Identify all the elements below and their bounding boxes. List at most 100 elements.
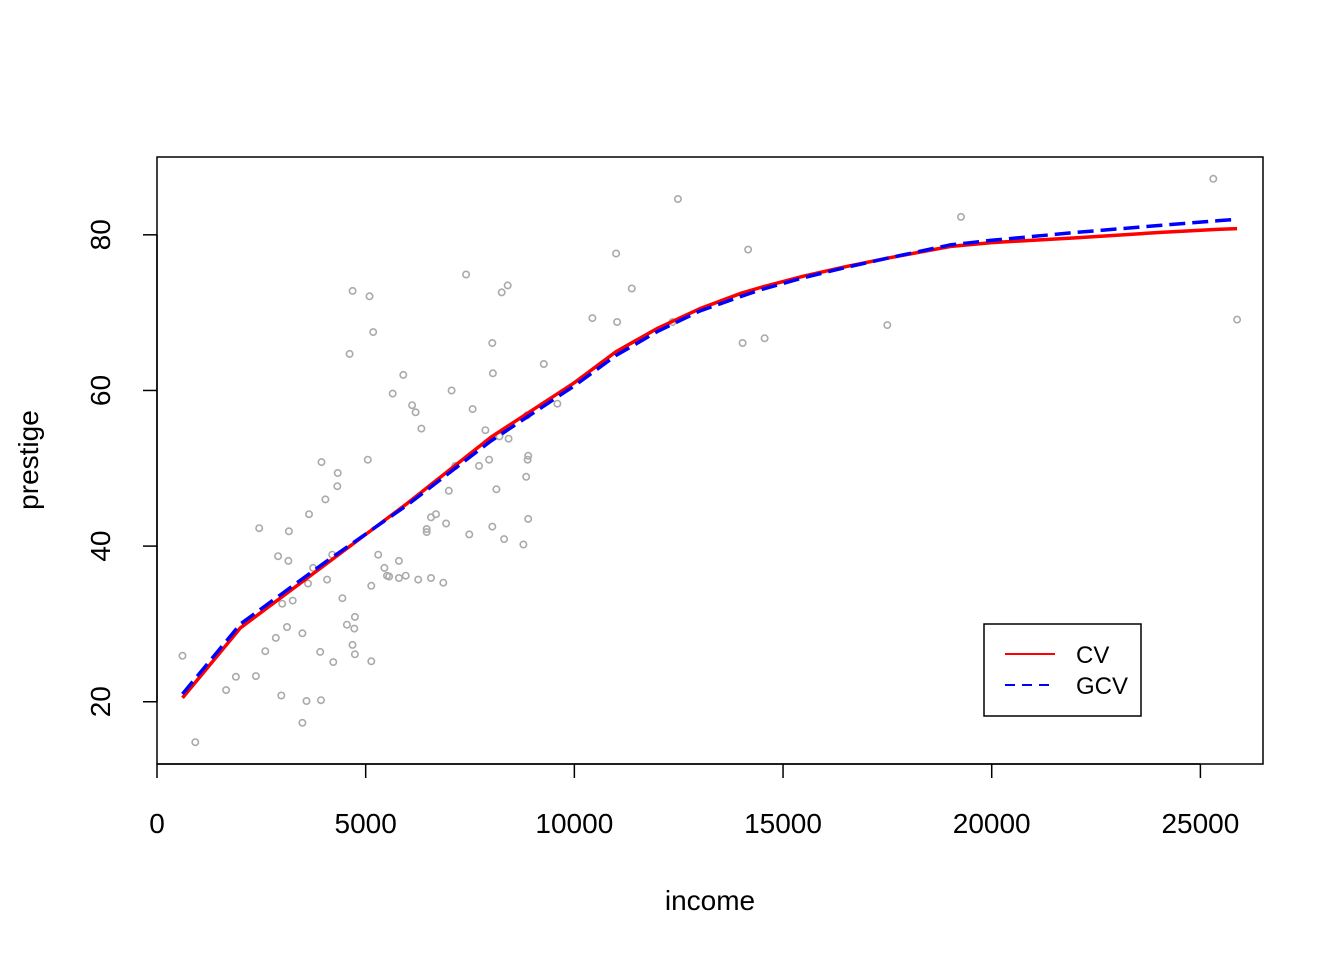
data-point — [231, 672, 240, 681]
data-point — [488, 522, 497, 531]
data-point — [462, 270, 471, 279]
data-point — [323, 575, 332, 584]
data-point — [303, 579, 312, 588]
data-point — [442, 519, 451, 528]
legend-box — [983, 623, 1142, 717]
data-point — [367, 581, 376, 590]
data-point — [348, 286, 357, 295]
data-point — [422, 528, 431, 537]
data-point — [365, 292, 374, 301]
data-point — [321, 495, 330, 504]
data-point — [500, 535, 509, 544]
data-point — [414, 575, 423, 584]
data-point — [333, 482, 342, 491]
data-point — [317, 458, 326, 467]
data-point — [298, 629, 307, 638]
data-point — [342, 620, 351, 629]
data-point — [338, 594, 347, 603]
data-point — [408, 401, 417, 410]
data-point — [738, 338, 747, 347]
data-point — [388, 389, 397, 398]
data-point — [522, 472, 531, 481]
data-point — [316, 696, 325, 705]
data-point — [613, 317, 622, 326]
fit-lines — [181, 217, 1238, 700]
x-axis-title: income — [665, 885, 755, 916]
y-tick-label: 60 — [85, 375, 116, 406]
data-point — [316, 647, 325, 656]
data-point — [385, 572, 394, 581]
data-point — [426, 573, 435, 582]
y-tick-label: 20 — [85, 686, 116, 717]
y-tick-label: 40 — [85, 531, 116, 562]
data-point — [261, 647, 270, 656]
data-point — [673, 195, 682, 204]
y-tick-label: 80 — [85, 219, 116, 250]
data-point — [401, 571, 410, 580]
x-tick-label: 25000 — [1161, 808, 1239, 839]
data-point — [374, 550, 383, 559]
data-point — [191, 738, 200, 747]
data-point — [284, 527, 293, 536]
data-point — [1233, 315, 1242, 324]
data-point — [431, 510, 440, 519]
data-point — [439, 578, 448, 587]
data-point — [760, 334, 769, 343]
data-point — [222, 686, 231, 695]
data-point — [282, 622, 291, 631]
data-point — [302, 696, 311, 705]
x-tick-label: 15000 — [744, 808, 822, 839]
data-point — [369, 328, 378, 337]
data-point — [348, 640, 357, 649]
data-point — [399, 370, 408, 379]
data-point — [474, 461, 483, 470]
data-point — [411, 408, 420, 417]
data-point — [744, 245, 753, 254]
x-tick-label: 10000 — [535, 808, 613, 839]
data-point — [350, 612, 359, 621]
data-point — [284, 556, 293, 565]
data-point — [367, 657, 376, 666]
data-point — [277, 691, 286, 700]
data-point — [417, 424, 426, 433]
data-point — [612, 249, 621, 258]
data-point — [553, 399, 562, 408]
data-point — [350, 650, 359, 659]
data-point — [298, 718, 307, 727]
legend: CV GCV — [983, 623, 1142, 717]
data-point — [465, 530, 474, 539]
scatter-points — [178, 174, 1242, 747]
data-point — [394, 556, 403, 565]
data-point — [524, 514, 533, 523]
x-tick-label: 20000 — [953, 808, 1031, 839]
data-point — [271, 633, 280, 642]
data-point — [380, 563, 389, 572]
data-point — [329, 658, 338, 667]
data-point — [255, 524, 264, 533]
data-point — [588, 314, 597, 323]
data-point — [504, 434, 513, 443]
data-point — [539, 359, 548, 368]
data-point — [422, 524, 431, 533]
data-point — [394, 573, 403, 582]
data-point — [523, 455, 532, 464]
legend-label-gcv: GCV — [1076, 673, 1128, 700]
data-point — [363, 455, 372, 464]
data-point — [304, 510, 313, 519]
data-point — [488, 369, 497, 378]
data-point — [178, 651, 187, 660]
data-point — [883, 321, 892, 330]
data-point — [350, 624, 359, 633]
x-tick-label: 5000 — [335, 808, 397, 839]
data-point — [524, 451, 533, 460]
data-point — [447, 386, 456, 395]
data-point — [627, 284, 636, 293]
data-point — [956, 212, 965, 221]
legend-label-cv: CV — [1076, 642, 1109, 669]
data-point — [468, 405, 477, 414]
data-point — [503, 281, 512, 290]
y-axis: 20 40 60 80 — [85, 219, 158, 717]
data-point — [288, 596, 297, 605]
data-point — [481, 426, 490, 435]
